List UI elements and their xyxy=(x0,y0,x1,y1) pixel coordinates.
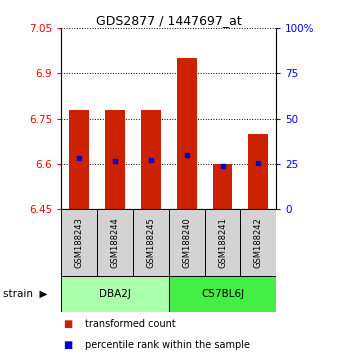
Text: GSM188241: GSM188241 xyxy=(218,217,227,268)
FancyBboxPatch shape xyxy=(240,209,276,276)
Text: GSM188243: GSM188243 xyxy=(75,217,84,268)
Title: GDS2877 / 1447697_at: GDS2877 / 1447697_at xyxy=(96,14,242,27)
Text: C57BL6J: C57BL6J xyxy=(201,289,244,299)
FancyBboxPatch shape xyxy=(169,276,276,312)
FancyBboxPatch shape xyxy=(133,209,169,276)
Text: transformed count: transformed count xyxy=(85,319,176,329)
FancyBboxPatch shape xyxy=(61,209,97,276)
FancyBboxPatch shape xyxy=(205,209,240,276)
Bar xyxy=(70,110,89,209)
FancyBboxPatch shape xyxy=(97,209,133,276)
Text: GSM188240: GSM188240 xyxy=(182,217,191,268)
FancyBboxPatch shape xyxy=(61,276,169,312)
Bar xyxy=(141,110,161,209)
Text: strain  ▶: strain ▶ xyxy=(3,289,48,299)
FancyBboxPatch shape xyxy=(169,209,205,276)
Text: ■: ■ xyxy=(63,340,73,350)
Text: percentile rank within the sample: percentile rank within the sample xyxy=(85,340,250,350)
Text: DBA2J: DBA2J xyxy=(99,289,131,299)
Text: GSM188245: GSM188245 xyxy=(146,217,155,268)
Bar xyxy=(177,58,196,209)
Text: GSM188244: GSM188244 xyxy=(110,217,120,268)
Bar xyxy=(249,134,268,209)
Text: GSM188242: GSM188242 xyxy=(254,217,263,268)
Bar xyxy=(213,164,232,209)
Bar xyxy=(105,110,125,209)
Text: ■: ■ xyxy=(63,319,73,329)
